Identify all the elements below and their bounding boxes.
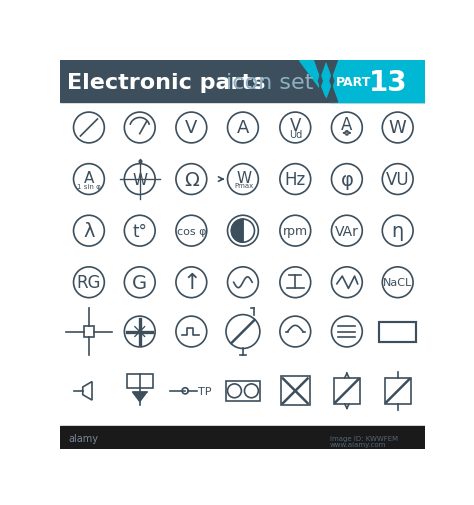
- Polygon shape: [299, 61, 425, 103]
- Text: icon set: icon set: [226, 73, 313, 92]
- Text: RG: RG: [77, 274, 101, 292]
- Text: A: A: [341, 116, 353, 134]
- Bar: [384, 378, 411, 404]
- Polygon shape: [133, 392, 146, 402]
- Text: Image ID: KWWFEM: Image ID: KWWFEM: [330, 435, 398, 441]
- Text: ↑: ↑: [182, 273, 201, 293]
- Text: G: G: [132, 273, 147, 292]
- Text: V: V: [290, 117, 301, 135]
- Text: φ: φ: [340, 170, 353, 189]
- Text: Electronic parts: Electronic parts: [66, 73, 265, 92]
- Text: rpm: rpm: [283, 225, 308, 238]
- Polygon shape: [326, 61, 337, 103]
- Bar: [379, 322, 416, 342]
- Text: η: η: [392, 222, 404, 241]
- Bar: [281, 376, 310, 406]
- Text: NaCL: NaCL: [383, 278, 412, 288]
- Polygon shape: [231, 220, 243, 243]
- Text: Hz: Hz: [285, 171, 306, 189]
- Bar: [226, 381, 260, 401]
- Text: λ: λ: [83, 222, 95, 241]
- Text: W: W: [389, 119, 407, 137]
- Text: VU: VU: [386, 171, 410, 189]
- Bar: [61, 61, 425, 103]
- Text: Ω: Ω: [184, 170, 199, 189]
- Bar: [83, 327, 94, 337]
- Bar: [334, 378, 360, 404]
- Text: Pmax: Pmax: [235, 183, 254, 189]
- Text: A: A: [84, 171, 94, 186]
- Text: Ud: Ud: [289, 129, 302, 139]
- Text: A: A: [237, 119, 249, 137]
- Text: 1 sin φ: 1 sin φ: [77, 184, 101, 189]
- Text: www.alamy.com: www.alamy.com: [330, 441, 386, 447]
- Text: TP: TP: [198, 386, 211, 396]
- Bar: [127, 374, 153, 388]
- Text: W: W: [237, 171, 252, 186]
- Text: V: V: [185, 119, 198, 137]
- Text: cos φ: cos φ: [177, 226, 206, 236]
- Text: PART: PART: [336, 76, 372, 89]
- Text: t°: t°: [132, 222, 147, 240]
- Text: W: W: [132, 172, 147, 187]
- Bar: [61, 426, 425, 449]
- Text: VAr: VAr: [335, 224, 359, 238]
- Text: 13: 13: [368, 69, 407, 96]
- Polygon shape: [315, 61, 326, 103]
- Text: alamy: alamy: [68, 433, 98, 443]
